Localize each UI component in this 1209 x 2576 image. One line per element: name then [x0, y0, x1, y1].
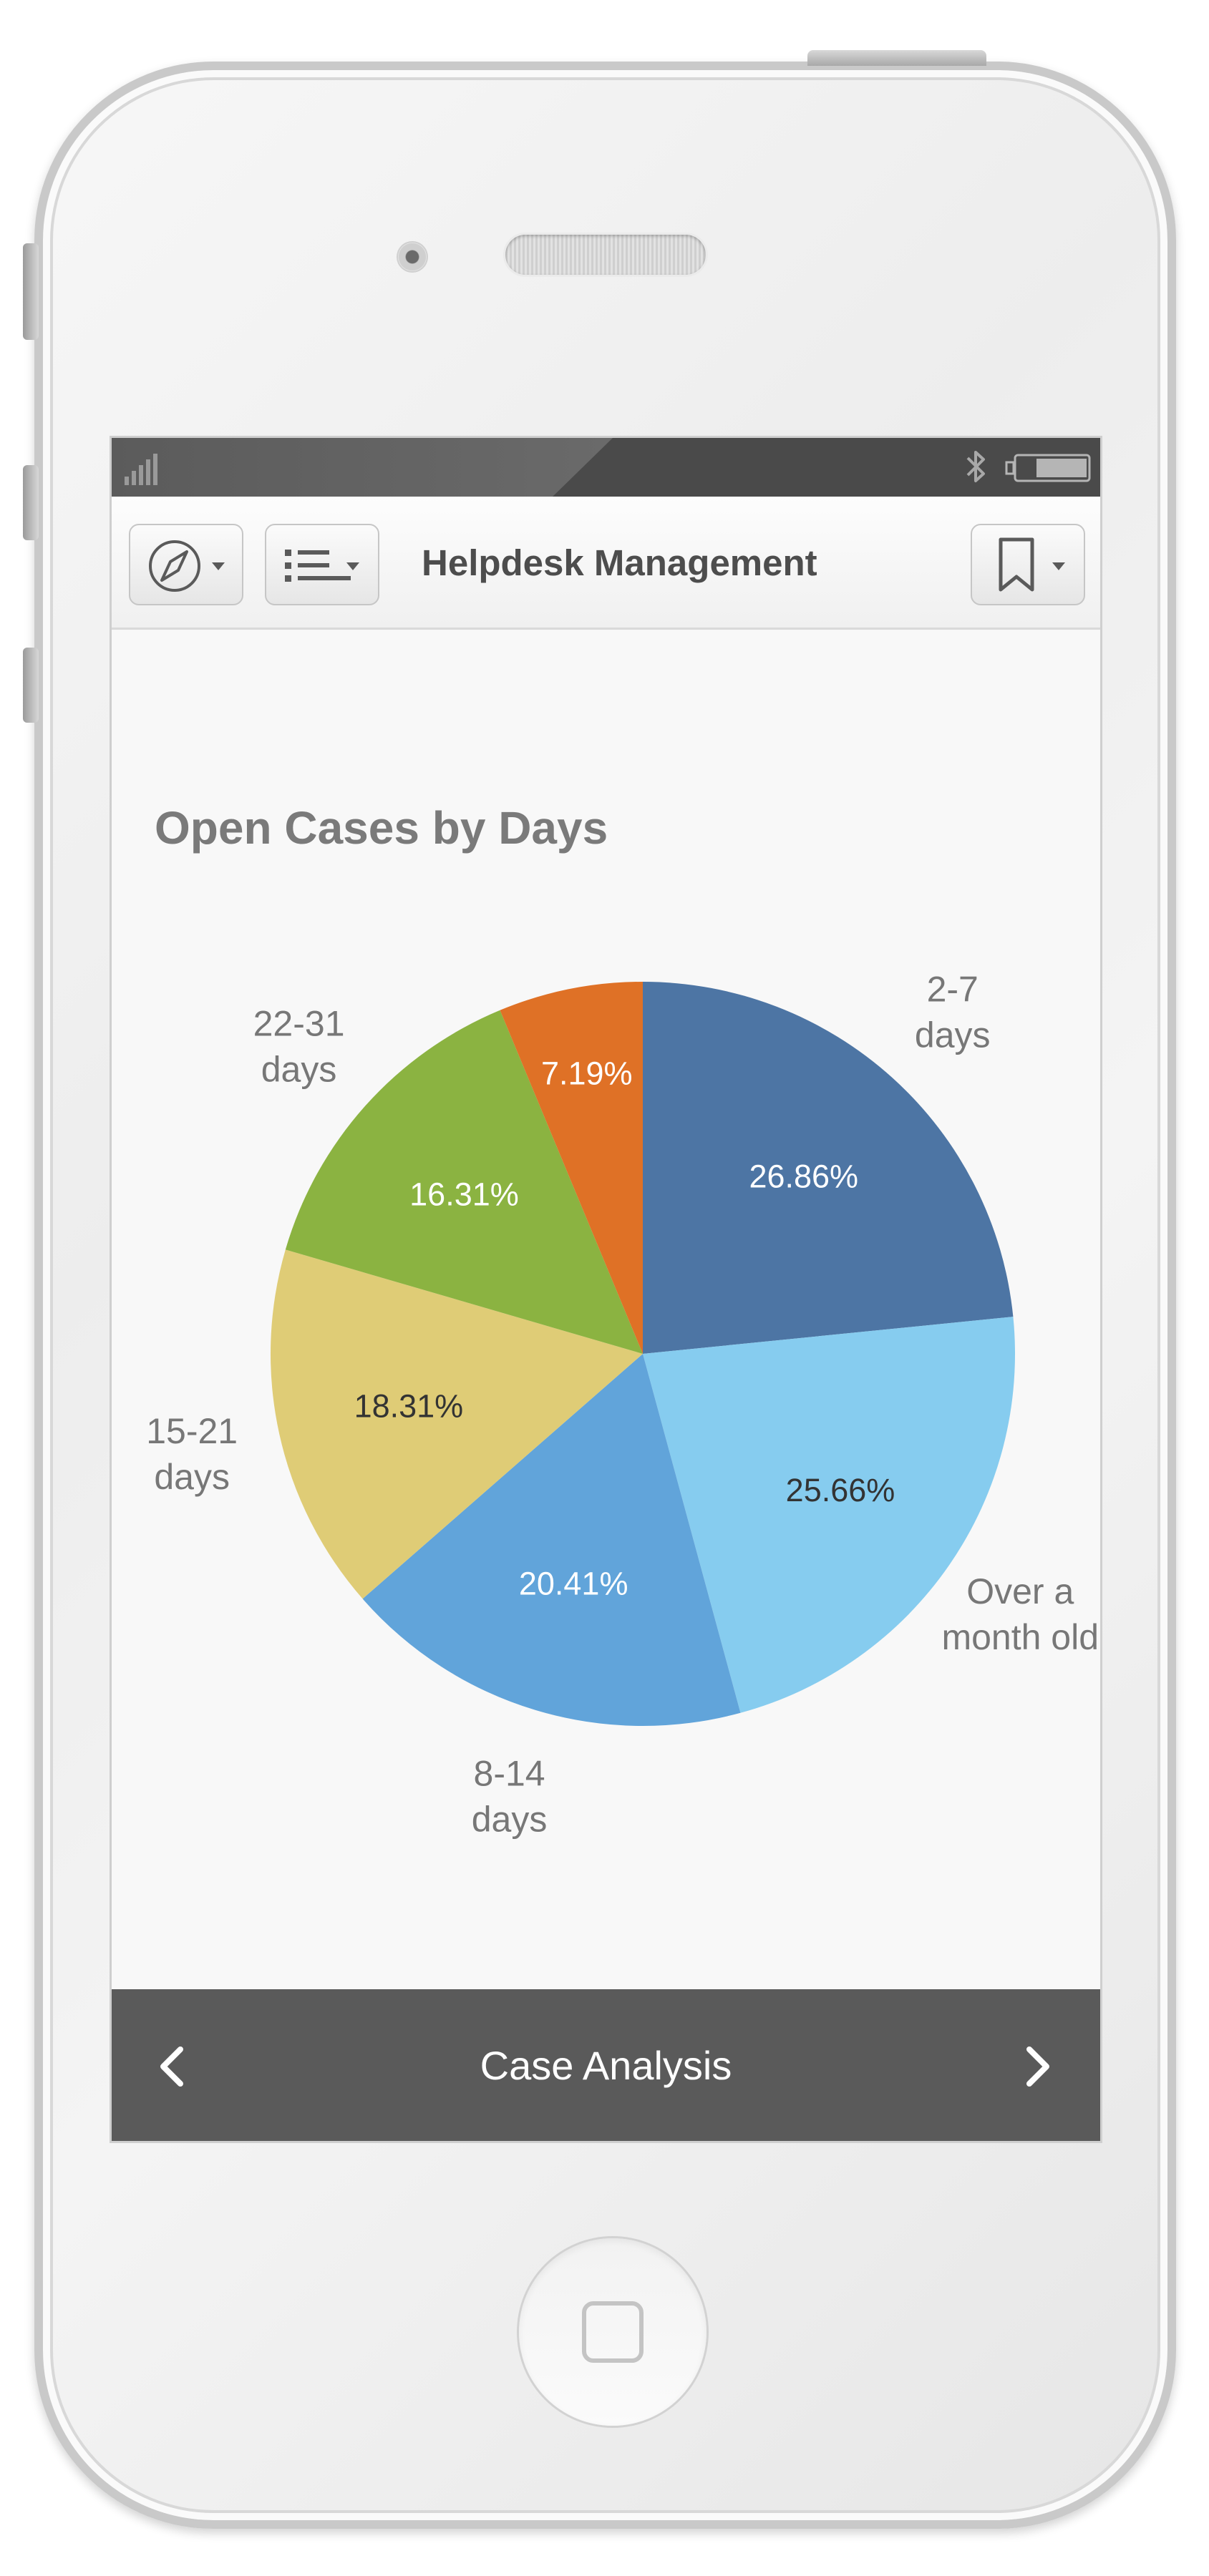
slice-value-label: 16.31%	[409, 1176, 519, 1212]
pie-chart: 26.86% 2-7 days 25.66% Over a month old 20.41%…	[146, 970, 1099, 1840]
slice-category-label: 15-21 days	[146, 1411, 238, 1497]
slice-value-label: 25.66%	[786, 1472, 895, 1508]
pie-slice	[500, 982, 643, 1354]
chevron-right-icon[interactable]	[1006, 2025, 1071, 2104]
pie-slice	[643, 982, 1014, 1354]
volume-up-button	[23, 465, 39, 540]
slice-category-label: 2-7 days	[915, 970, 991, 1055]
volume-down-button	[23, 648, 39, 723]
footer-nav-bar: Case Analysis	[112, 1989, 1100, 2141]
slice-category-label: 8-14 days	[472, 1753, 548, 1839]
chart-title: Open Cases by Days	[155, 802, 608, 854]
list-icon	[285, 550, 359, 582]
pie-slice	[285, 1010, 643, 1354]
list-menu-button[interactable]	[265, 524, 379, 605]
signal-icon	[125, 454, 157, 485]
home-button[interactable]	[519, 2238, 707, 2426]
navigator-menu-button[interactable]	[129, 524, 243, 605]
bookmark-menu-button[interactable]	[971, 524, 1085, 605]
mute-switch	[23, 243, 39, 340]
battery-icon	[1005, 454, 1091, 482]
home-square-icon	[582, 2301, 644, 2363]
front-camera	[397, 241, 428, 273]
status-bar	[112, 438, 1100, 497]
bluetooth-icon	[966, 451, 985, 482]
app-toolbar: Helpdesk Management	[112, 497, 1100, 630]
slice-value-label: 7.19%	[541, 1055, 633, 1092]
pie-slice	[643, 1317, 1015, 1713]
app-title: Helpdesk Management	[422, 542, 817, 583]
pie-slice	[271, 1249, 643, 1599]
power-button	[807, 50, 986, 66]
earpiece-speaker	[505, 235, 706, 275]
slice-category-label: 22-31 days	[253, 1004, 345, 1090]
slice-value-label: 26.86%	[749, 1158, 858, 1195]
footer-title: Case Analysis	[480, 2043, 732, 2088]
chevron-left-icon[interactable]	[139, 2025, 203, 2104]
slice-category-label: Over a month old	[941, 1571, 1099, 1657]
screen: Helpdesk Management Open Cases by Days 2…	[112, 438, 1100, 2141]
status-bar-shade	[112, 438, 613, 497]
slice-value-label: 18.31%	[354, 1387, 464, 1424]
compass-icon	[149, 540, 225, 592]
bookmark-icon	[999, 537, 1065, 592]
slice-value-label: 20.41%	[519, 1566, 628, 1602]
pie-slice	[362, 1354, 741, 1726]
chart-panel: Open Cases by Days 26.86% 2-7 days 25.66% Ov…	[112, 630, 1100, 1989]
